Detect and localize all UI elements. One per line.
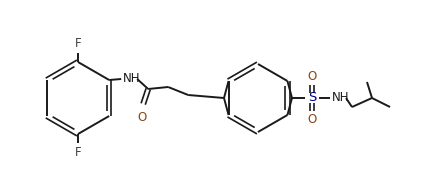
Text: O: O xyxy=(307,70,316,83)
Text: NH: NH xyxy=(331,91,349,105)
Text: F: F xyxy=(75,146,81,159)
Text: S: S xyxy=(307,91,315,105)
Text: F: F xyxy=(75,37,81,50)
Text: O: O xyxy=(137,111,147,124)
Text: O: O xyxy=(307,113,316,126)
Text: NH: NH xyxy=(123,73,140,85)
